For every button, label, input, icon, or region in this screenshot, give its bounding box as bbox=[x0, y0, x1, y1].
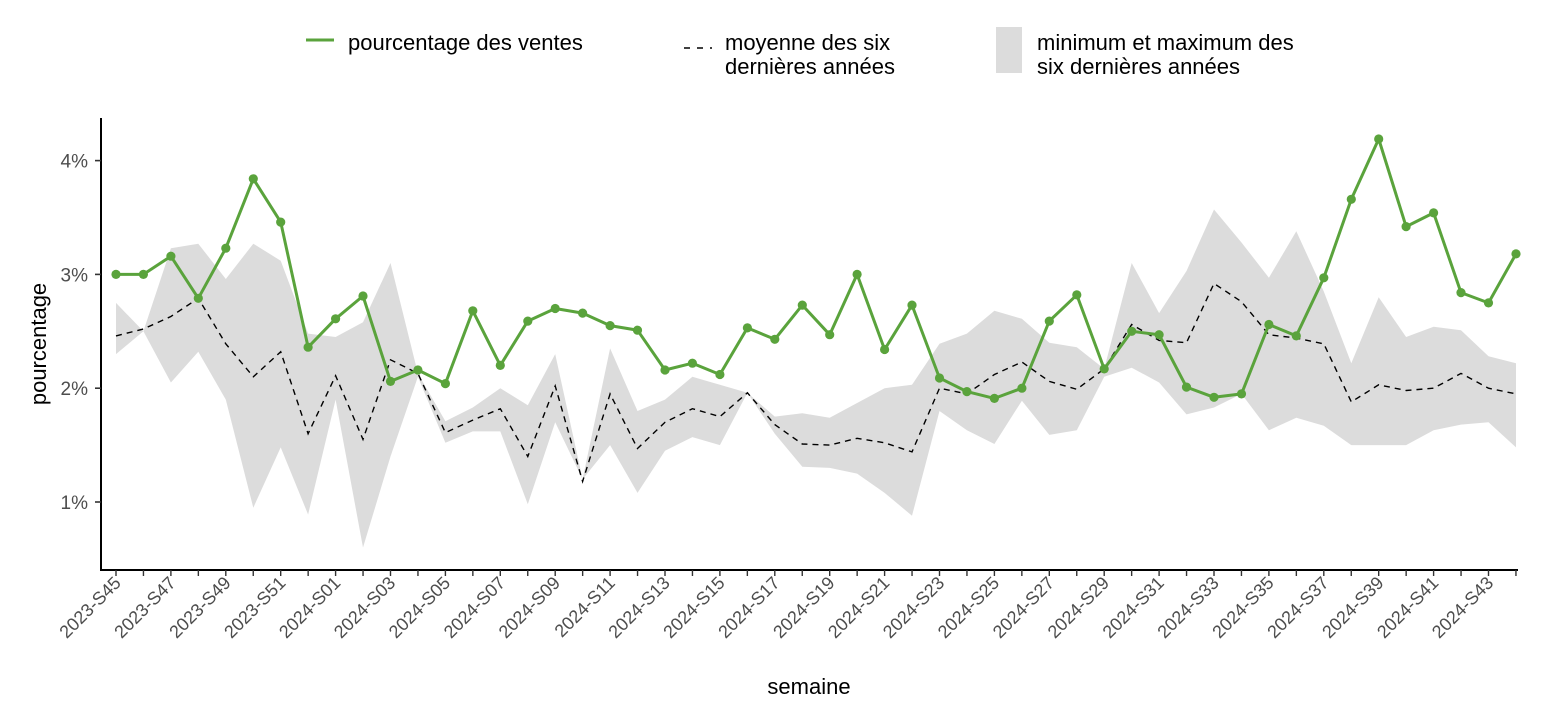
sales-point bbox=[687, 358, 698, 368]
sales-point bbox=[989, 393, 1000, 403]
sales-point bbox=[1456, 288, 1466, 298]
sales-point bbox=[111, 269, 121, 279]
y-ticks: 1% 2% 3% 4% bbox=[61, 152, 101, 514]
sales-point bbox=[413, 365, 423, 375]
sales-point bbox=[1346, 194, 1356, 204]
sales-point bbox=[1099, 364, 1109, 374]
sales-point bbox=[1429, 208, 1439, 218]
sales-point bbox=[1291, 331, 1301, 341]
x-ticks: 2023-S452023-S472023-S492023-S512024-S01… bbox=[55, 570, 1517, 642]
sales-point bbox=[358, 291, 368, 301]
sales-point bbox=[1236, 389, 1247, 399]
sales-point bbox=[523, 316, 533, 326]
y-tick-label: 1% bbox=[61, 493, 89, 514]
sales-point bbox=[138, 269, 148, 279]
sales-point bbox=[1319, 273, 1329, 283]
sales-point bbox=[934, 373, 945, 383]
sales-point bbox=[852, 269, 862, 279]
sales-point bbox=[1401, 222, 1411, 232]
sales-line bbox=[116, 137, 1518, 400]
sales-point bbox=[578, 308, 588, 318]
sales-point bbox=[468, 306, 478, 316]
sales-point bbox=[1072, 290, 1082, 300]
sales-point bbox=[742, 323, 753, 333]
sales-point bbox=[907, 300, 917, 310]
y-tick-label: 2% bbox=[61, 379, 89, 400]
sales-point bbox=[303, 342, 313, 352]
sales-point bbox=[660, 365, 670, 375]
y-tick-label: 3% bbox=[61, 265, 89, 286]
sales-point bbox=[193, 293, 203, 303]
sales-point bbox=[1483, 298, 1494, 308]
sales-point bbox=[605, 321, 615, 331]
sales-point bbox=[440, 379, 450, 389]
sales-point bbox=[1511, 249, 1521, 259]
range-band-layer bbox=[116, 209, 1516, 548]
legend-label-range-line2: six dernières années bbox=[1037, 54, 1240, 79]
sales-point bbox=[1044, 316, 1054, 326]
sales-point bbox=[166, 251, 176, 261]
y-tick-label: 4% bbox=[61, 152, 89, 173]
sales-point bbox=[1374, 134, 1384, 144]
legend: pourcentage des ventes moyenne des six d… bbox=[306, 27, 1294, 79]
x-axis-title: semaine bbox=[767, 674, 850, 699]
sales-point bbox=[825, 330, 835, 340]
sales-point bbox=[276, 217, 286, 227]
legend-item-sales: pourcentage des ventes bbox=[306, 30, 583, 55]
sales-point bbox=[715, 369, 725, 380]
range-band bbox=[116, 209, 1516, 548]
mean-line bbox=[115, 282, 1517, 484]
legend-label-range-line1: minimum et maximum des bbox=[1037, 30, 1294, 55]
sales-point bbox=[1181, 382, 1192, 392]
sales-point bbox=[385, 376, 396, 386]
sales-point bbox=[248, 174, 258, 184]
legend-key-range-box bbox=[996, 27, 1022, 73]
sales-point bbox=[1017, 383, 1027, 393]
sales-point bbox=[1154, 330, 1164, 340]
mean-line-layer bbox=[115, 282, 1517, 484]
sales-point bbox=[797, 300, 807, 310]
sales-point bbox=[632, 325, 643, 335]
sales-point bbox=[550, 303, 560, 314]
sales-point bbox=[1127, 326, 1137, 336]
sales-line-layer bbox=[111, 134, 1521, 403]
legend-label-mean-line2: dernières années bbox=[725, 54, 895, 79]
sales-point bbox=[495, 360, 505, 370]
sales-point bbox=[1264, 319, 1274, 330]
legend-item-range: minimum et maximum des six dernières ann… bbox=[996, 27, 1294, 79]
sales-point bbox=[880, 344, 890, 355]
sales-point bbox=[221, 243, 231, 253]
y-axis-title: pourcentage bbox=[26, 283, 51, 405]
legend-label-mean-line1: moyenne des six bbox=[725, 30, 890, 55]
sales-point bbox=[331, 314, 341, 324]
legend-item-mean: moyenne des six dernières années bbox=[684, 30, 895, 79]
sales-point bbox=[770, 334, 780, 344]
sales-point bbox=[962, 387, 972, 397]
sales-point bbox=[1209, 392, 1219, 402]
legend-label-sales: pourcentage des ventes bbox=[348, 30, 583, 55]
